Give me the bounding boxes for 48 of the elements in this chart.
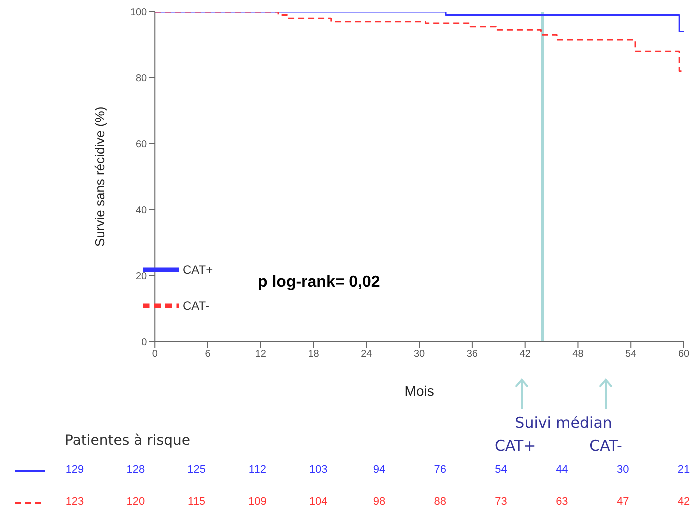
text: 103: [308, 464, 329, 476]
text: 104: [308, 496, 329, 508]
x-tick-label: 48: [572, 349, 584, 360]
x-tick-label: 12: [255, 349, 267, 360]
x-tick-label: 18: [308, 349, 320, 360]
text: 63: [555, 496, 570, 508]
text: CAT+: [494, 437, 538, 455]
x-tick-label: 0: [152, 349, 158, 360]
text: 30: [616, 464, 630, 476]
x-tick-label: 6: [205, 349, 212, 360]
text: 123: [64, 496, 86, 508]
text: 128: [126, 464, 146, 476]
legend-label: CAT-: [183, 299, 210, 314]
text: 21: [676, 464, 691, 476]
y-tick-label: 80: [136, 74, 148, 85]
text: 98: [372, 496, 387, 508]
text: 120: [126, 496, 146, 508]
y-tick-label: 100: [130, 8, 148, 19]
annotation: p log-rank= 0,02: [258, 274, 380, 292]
x-tick-label: 24: [361, 349, 373, 360]
x-tick-label: 30: [414, 349, 426, 360]
x-tick-label: 54: [626, 349, 638, 360]
legend-label: CAT+: [183, 263, 214, 278]
text: 125: [186, 464, 207, 476]
y-tick-label: 60: [136, 140, 148, 151]
x-tick-label: 42: [520, 349, 532, 360]
text: Patientes à risque: [65, 433, 190, 449]
x-tick-label: 60: [678, 349, 690, 360]
text: 47: [616, 496, 630, 508]
text: 73: [494, 496, 508, 508]
text: 115: [187, 496, 207, 508]
text: 42: [676, 496, 691, 508]
text: 94: [372, 464, 387, 476]
y-tick-label: 40: [136, 206, 148, 217]
text: Suivi médian: [514, 414, 614, 432]
text: 109: [248, 496, 268, 508]
y-tick-label: 0: [142, 338, 148, 349]
text: CAT-: [588, 437, 624, 455]
text: 88: [433, 496, 448, 508]
y-axis-title: Survie sans récidive (%): [92, 106, 108, 247]
text: 112: [248, 464, 268, 476]
y-tick-label: 20: [136, 272, 148, 283]
text: 54: [494, 464, 508, 476]
x-tick-label: 36: [466, 349, 478, 360]
text: 76: [433, 464, 448, 476]
x-axis-title: Mois: [404, 383, 434, 399]
text: 129: [64, 464, 86, 476]
text: 44: [555, 464, 570, 476]
